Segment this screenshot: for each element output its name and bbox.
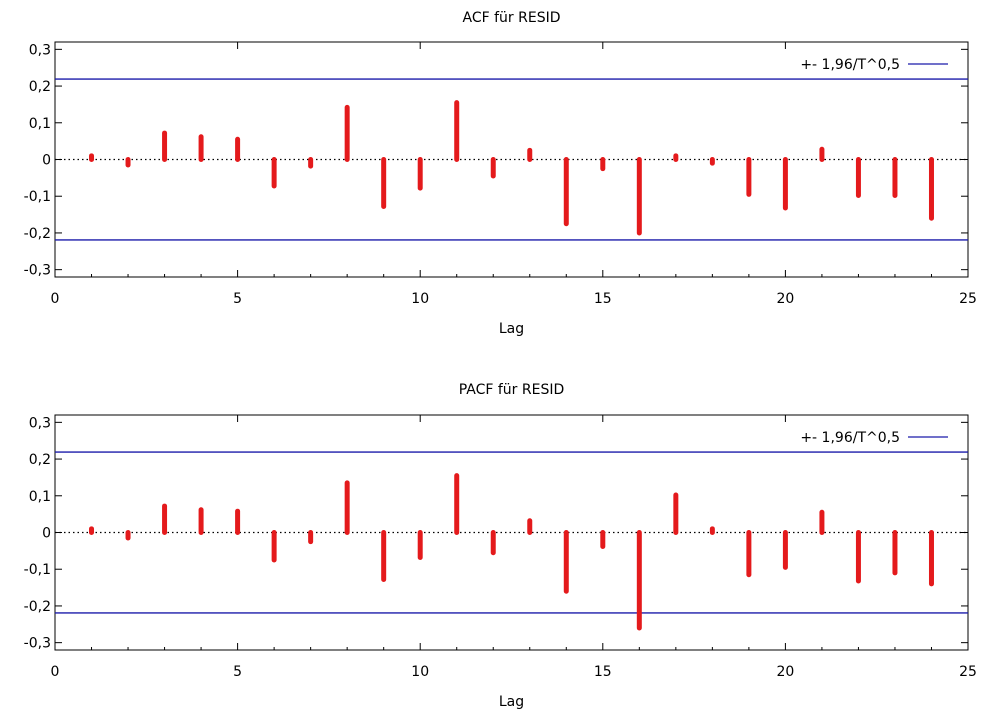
acf-x-tick-label: 15 (594, 291, 612, 307)
acf-x-tick-label: 20 (776, 291, 794, 307)
acf-x-tick-label: 0 (51, 291, 60, 307)
acf-title: ACF für RESID (463, 10, 561, 26)
pacf-x-tick-label: 15 (594, 664, 612, 680)
acf-legend-label: +- 1,96/T^0,5 (800, 57, 900, 73)
acf-plot-frame (54, 41, 969, 278)
acf-x-axis-label: Lag (499, 321, 524, 337)
pacf-y-tick-label: 0,2 (29, 452, 51, 468)
pacf-x-tick-label: 0 (51, 664, 60, 680)
acf-x-tick-label: 10 (411, 291, 429, 307)
pacf-x-tick-label: 10 (411, 664, 429, 680)
pacf-y-tick-label: 0,3 (29, 415, 51, 431)
pacf-legend-label: +- 1,96/T^0,5 (800, 430, 900, 446)
acf-y-tick-label: -0,3 (24, 263, 51, 279)
acf-y-tick-label: 0,2 (29, 79, 51, 95)
acf-x-tick-label: 5 (233, 291, 242, 307)
pacf-x-tick-label: 20 (776, 664, 794, 680)
pacf-plot-frame (54, 414, 969, 651)
pacf-y-tick-label: -0,3 (24, 636, 51, 652)
acf-y-tick-label: 0,1 (29, 116, 51, 132)
acf-panel: ACF für RESID -0,3 -0,2 -0,1 0 0,1 0,2 0,3 0 5 10 1… (24, 10, 977, 337)
pacf-x-tick-label: 25 (959, 664, 977, 680)
acf-x-tick-label: 25 (959, 291, 977, 307)
pacf-y-tick-label: -0,1 (24, 562, 51, 578)
pacf-y-tick-label: 0 (42, 526, 51, 542)
pacf-x-axis-label: Lag (499, 694, 524, 710)
acf-y-tick-label: -0,1 (24, 189, 51, 205)
pacf-title: PACF für RESID (459, 382, 565, 398)
acf-y-tick-label: -0,2 (24, 226, 51, 242)
pacf-y-tick-label: 0,1 (29, 489, 51, 505)
pacf-y-tick-label: -0,2 (24, 599, 51, 615)
acf-y-tick-label: 0,3 (29, 42, 51, 58)
pacf-x-tick-label: 5 (233, 664, 242, 680)
pacf-panel: PACF für RESID -0,3 -0,2 -0,1 0 0,1 0,2 0,3 0 5 10… (24, 382, 977, 710)
acf-y-tick-label: 0 (42, 153, 51, 169)
